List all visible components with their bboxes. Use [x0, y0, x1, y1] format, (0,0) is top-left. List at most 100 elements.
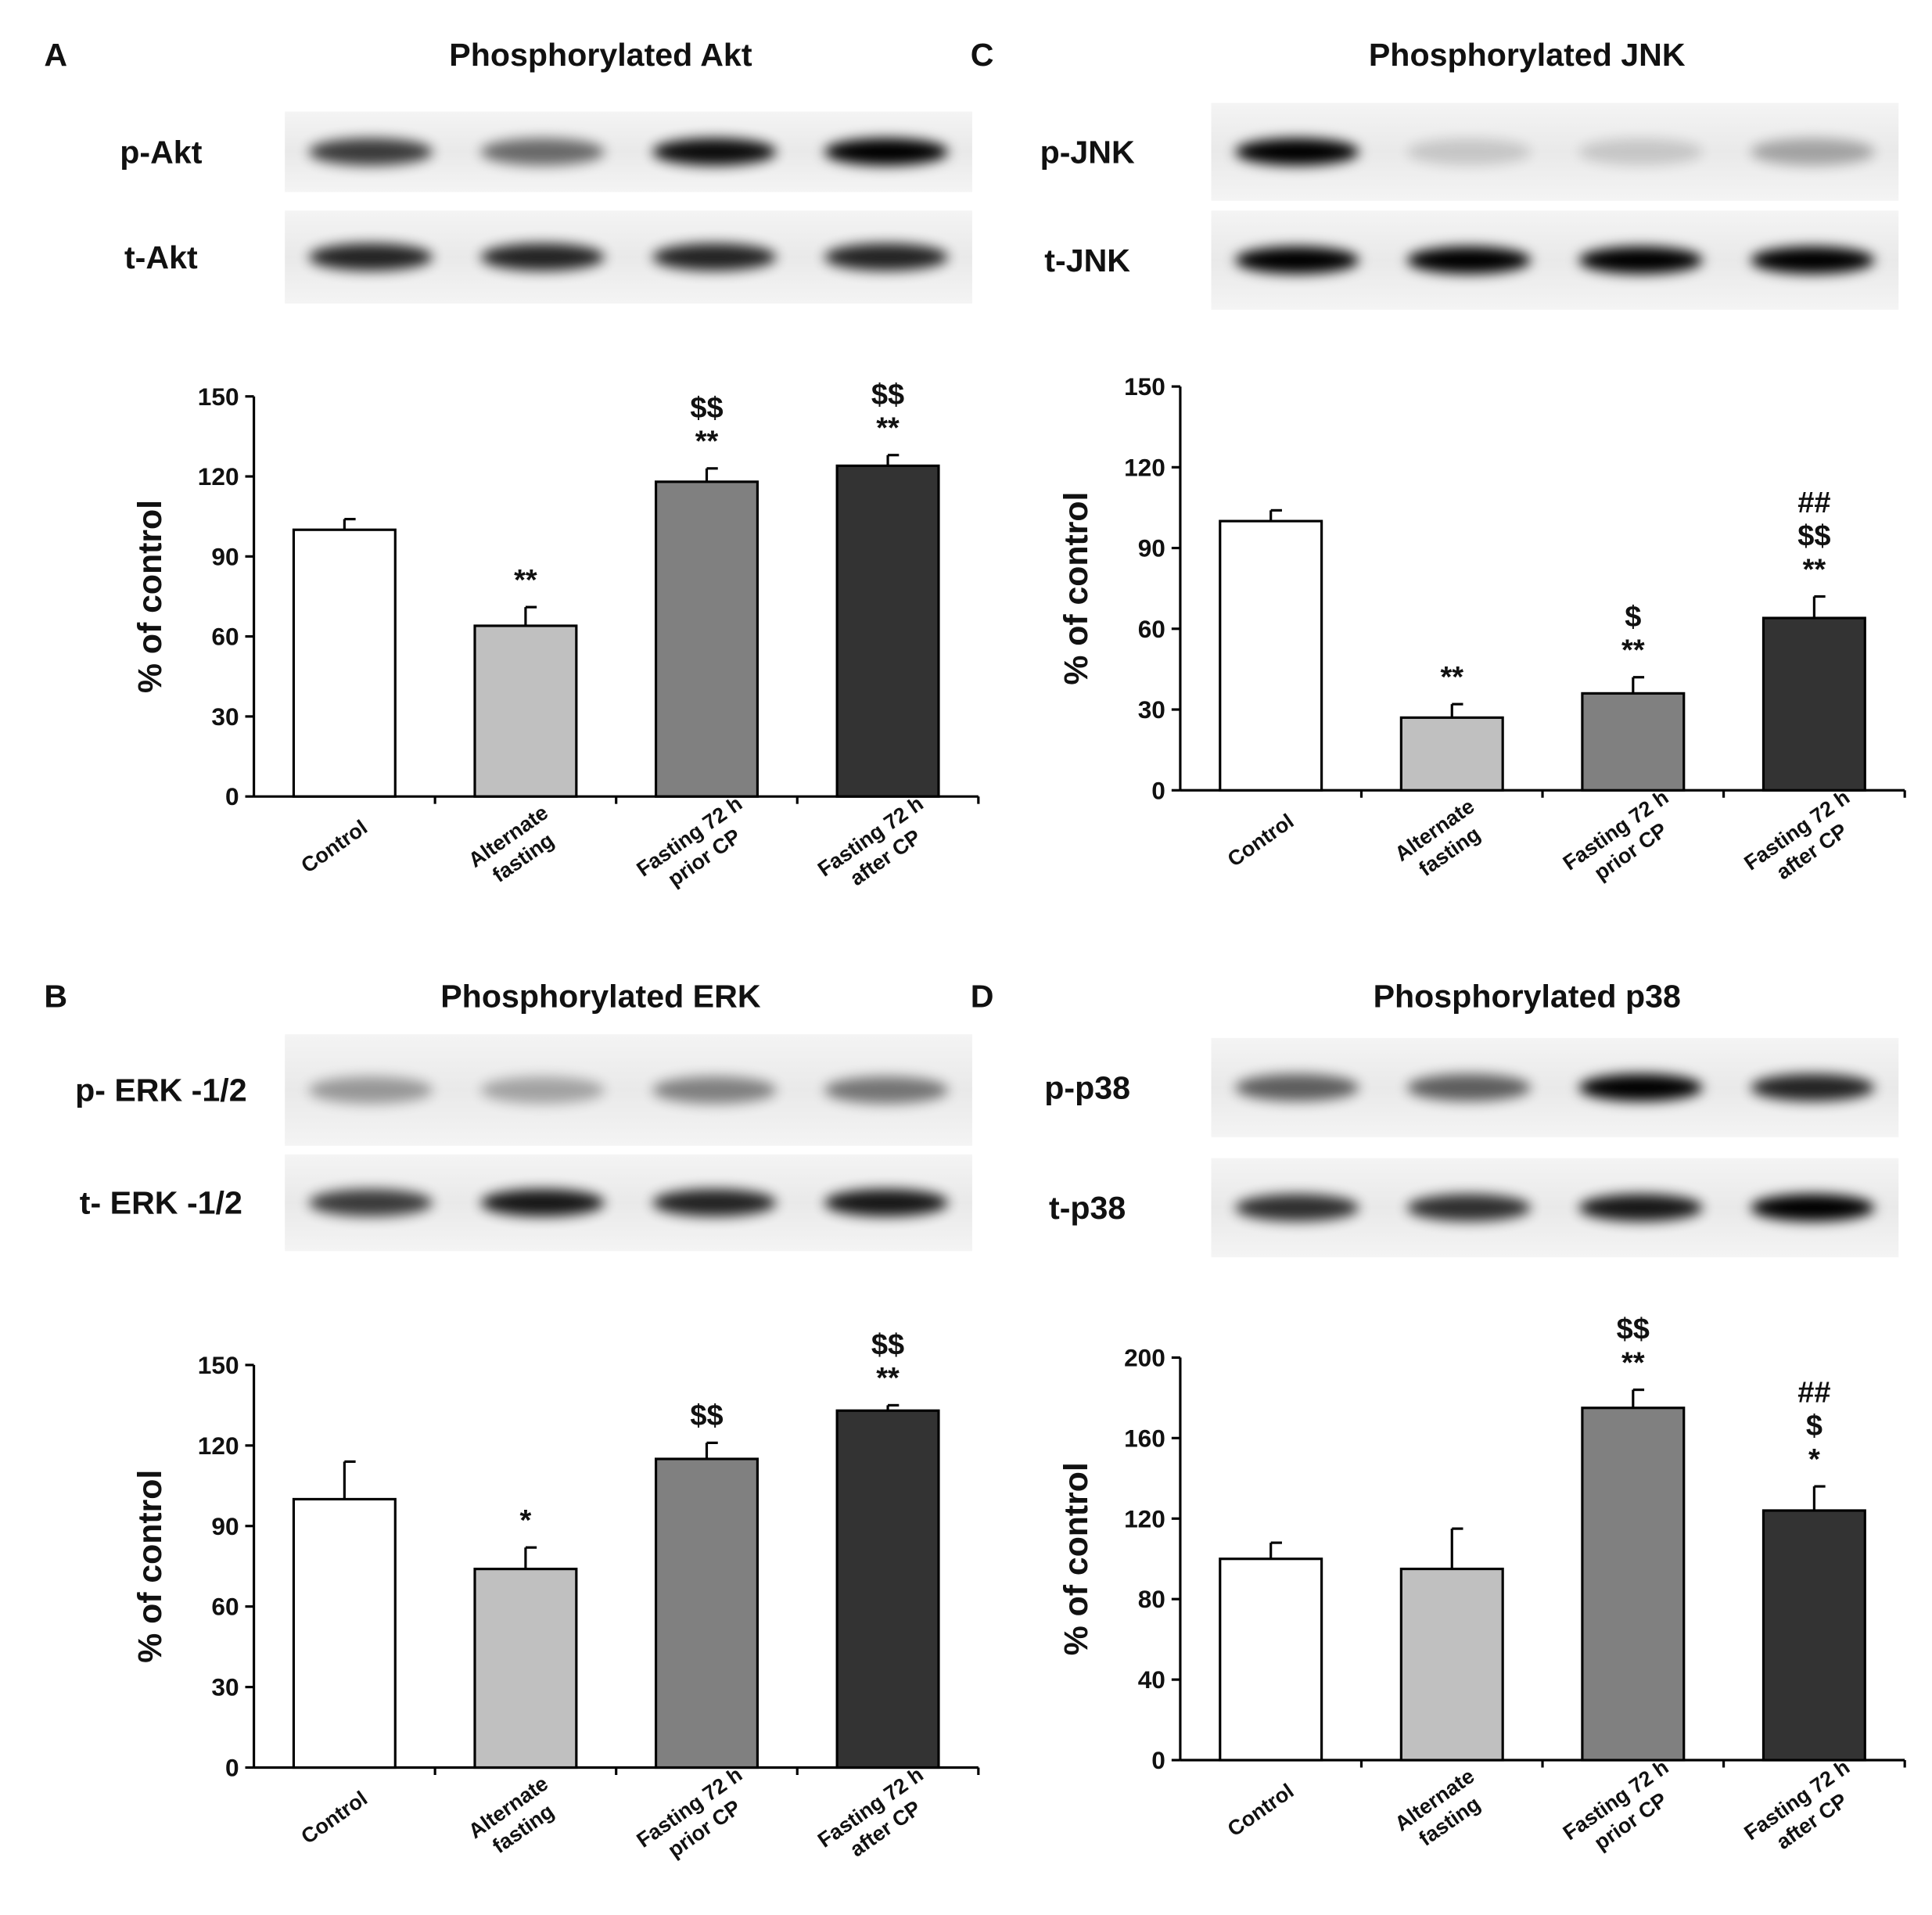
blot-band [1751, 138, 1875, 166]
significance-mark: ** [876, 1362, 900, 1395]
panel-title: Phosphorylated Akt [449, 37, 752, 73]
y-tick-label: 30 [211, 702, 239, 731]
x-tick-label-group: Control [297, 1787, 372, 1849]
y-tick-label: 0 [1151, 776, 1165, 804]
blot-band [480, 243, 605, 271]
bar [1581, 1407, 1686, 1762]
blot-band [824, 243, 949, 271]
blot-label: p-Akt [120, 134, 202, 170]
blot-band [1406, 1073, 1532, 1101]
bar [1399, 1567, 1504, 1762]
blot-band [1578, 1073, 1703, 1101]
blot-band [1235, 138, 1359, 166]
bar [292, 528, 397, 798]
y-tick-label: 60 [211, 623, 239, 651]
y-tick-label: 120 [1124, 1504, 1165, 1532]
blot-band [1578, 138, 1703, 166]
blot-band [1751, 246, 1875, 274]
panel-letter: B [44, 978, 67, 1014]
significance-mark: ** [876, 412, 900, 445]
blot-label: t-Akt [124, 239, 198, 275]
blot-band [1406, 1194, 1532, 1222]
y-axis-label: % of control [131, 500, 169, 693]
blot-band [1406, 138, 1532, 166]
significance-mark: ** [695, 426, 719, 458]
y-tick-label: 90 [211, 542, 239, 570]
y-tick-label: 150 [1124, 372, 1165, 401]
significance-mark: ## [1797, 487, 1830, 519]
y-tick-label: 40 [1138, 1665, 1165, 1694]
blot-band [308, 243, 433, 271]
y-tick-label: 60 [1138, 615, 1165, 643]
bar [473, 1568, 578, 1769]
significance-mark: $ [1625, 601, 1641, 634]
blot-band [480, 138, 605, 166]
blot-label: p-JNK [1040, 134, 1135, 170]
x-tick-label: Control [1223, 1779, 1298, 1841]
blot-band [480, 1189, 605, 1216]
y-tick-label: 60 [211, 1593, 239, 1621]
significance-mark: $$ [690, 1399, 723, 1432]
significance-mark: ** [1621, 634, 1645, 667]
y-tick-label: 0 [225, 782, 239, 810]
x-tick-label-group: Control [1223, 809, 1298, 871]
blot-band [1235, 1073, 1359, 1101]
bar [1581, 692, 1686, 792]
significance-mark: ** [1803, 553, 1826, 586]
panel-letter: D [971, 978, 994, 1014]
y-axis-label: % of control [1058, 492, 1095, 685]
y-tick-label: 200 [1124, 1344, 1165, 1372]
y-tick-label: 150 [198, 1351, 239, 1379]
bar [1761, 1509, 1866, 1762]
blot-band [308, 138, 433, 166]
bar [835, 1409, 940, 1769]
blot-band [652, 1189, 777, 1216]
blot-band [1578, 246, 1703, 274]
blot-band [1751, 1194, 1875, 1222]
x-tick-label-group: Control [1223, 1779, 1298, 1841]
y-tick-label: 120 [1124, 453, 1165, 481]
x-tick-label: Control [297, 1787, 372, 1849]
blot-label: p-p38 [1044, 1070, 1130, 1106]
blot-band [1235, 1194, 1359, 1222]
blot-label: t- ERK -1/2 [80, 1185, 242, 1221]
y-tick-label: 150 [198, 383, 239, 411]
panel-letter: A [44, 37, 67, 73]
significance-mark: * [1808, 1443, 1820, 1476]
y-tick-label: 30 [1138, 695, 1165, 724]
blot-label: t-JNK [1044, 243, 1130, 278]
y-tick-label: 90 [1138, 534, 1165, 562]
significance-mark: * [520, 1504, 532, 1537]
significance-mark: $$ [871, 1328, 904, 1361]
significance-mark: $$ [1617, 1313, 1650, 1346]
panel-title: Phosphorylated p38 [1374, 978, 1681, 1014]
blot-band [652, 243, 777, 271]
significance-mark: $$ [1797, 520, 1830, 553]
bar [292, 1497, 397, 1769]
y-tick-label: 80 [1138, 1585, 1165, 1613]
blot-label: t-p38 [1049, 1190, 1126, 1226]
blot-label: p- ERK -1/2 [75, 1072, 247, 1108]
significance-mark: $$ [690, 392, 723, 425]
blot-band [652, 1076, 777, 1104]
blot-band [1406, 246, 1532, 274]
bar [835, 464, 940, 798]
blot-band [824, 138, 949, 166]
y-tick-label: 30 [211, 1673, 239, 1701]
significance-mark: $$ [871, 379, 904, 411]
y-axis-label: % of control [1058, 1462, 1095, 1655]
x-tick-label: Control [297, 815, 372, 877]
blot-band [480, 1076, 605, 1104]
blot-band [1235, 246, 1359, 274]
significance-mark: ** [1621, 1346, 1645, 1379]
blot-band [1578, 1194, 1703, 1222]
bar [1219, 1558, 1323, 1762]
